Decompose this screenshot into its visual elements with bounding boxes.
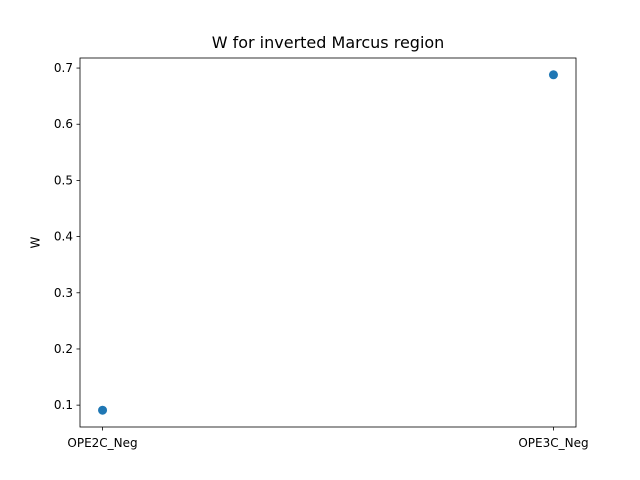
- x-axis: OPE2C_Neg OPE3C_Neg: [67, 427, 589, 450]
- y-tick-label: 0.5: [54, 173, 73, 187]
- x-tick-label: OPE2C_Neg: [67, 436, 137, 450]
- y-tick-label: 0.2: [54, 342, 73, 356]
- y-axis-label: W: [29, 236, 43, 248]
- x-tick-label: OPE3C_Neg: [518, 436, 588, 450]
- y-tick-label: 0.3: [54, 286, 73, 300]
- y-tick-label: 0.4: [54, 230, 73, 244]
- chart-title: W for inverted Marcus region: [212, 33, 445, 52]
- y-axis: 0.1 0.2 0.3 0.4 0.5 0.6 0.7: [54, 61, 80, 412]
- data-point: [548, 70, 558, 80]
- data-points: [98, 70, 558, 415]
- y-tick-label: 0.7: [54, 61, 73, 75]
- y-tick-label: 0.6: [54, 117, 73, 131]
- y-tick-label: 0.1: [54, 398, 73, 412]
- plot-frame: [79, 57, 577, 428]
- data-point: [98, 405, 108, 415]
